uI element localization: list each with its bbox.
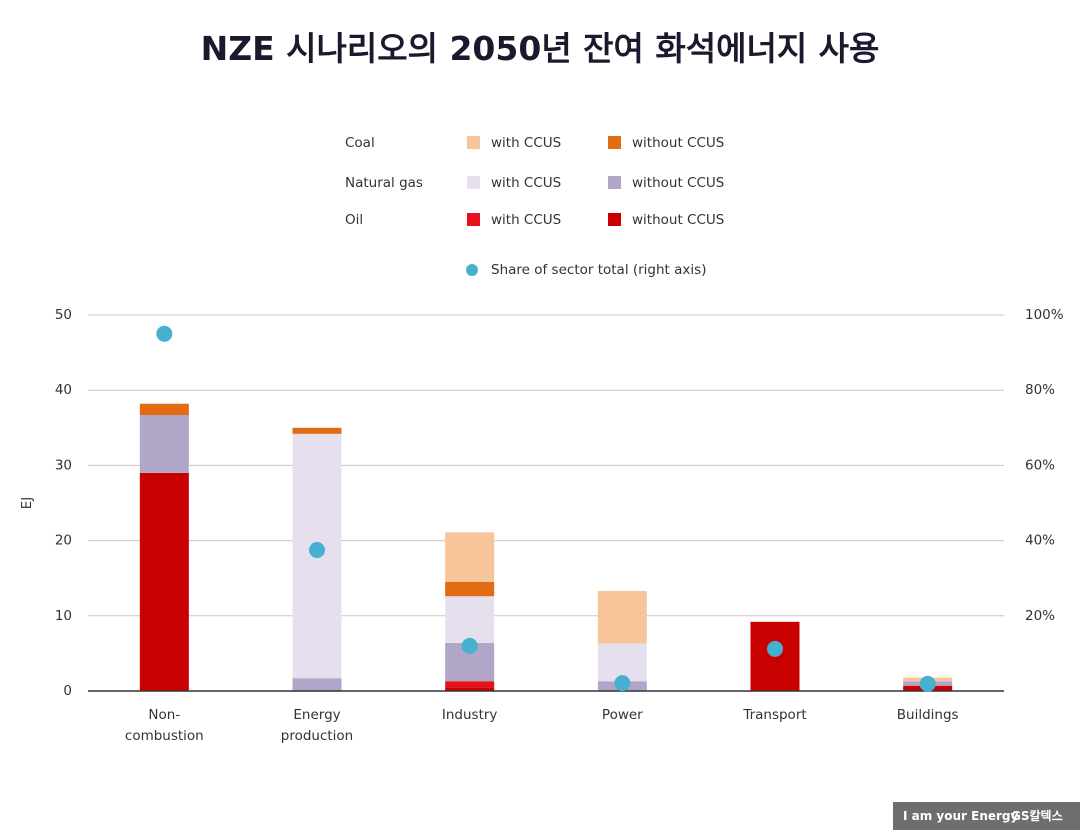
y-tick-label: 10 (55, 608, 72, 624)
y2-tick-label: 100% (1025, 307, 1064, 323)
legend-label: with CCUS (491, 175, 561, 191)
share-dot (919, 675, 936, 692)
y-axis-label: EJ (19, 497, 35, 510)
legend-swatch (467, 213, 480, 226)
bar-segment (445, 581, 495, 597)
share-dot (767, 640, 783, 657)
bar-segment (292, 678, 342, 691)
share-dot (614, 675, 631, 692)
bar-segment (139, 403, 189, 416)
x-tick-label: Non- combustion (124, 707, 204, 744)
legend-swatch (467, 176, 480, 189)
y2-tick-label: 40% (1025, 533, 1055, 549)
bar-segment (292, 427, 342, 434)
legend-group-label: Coal (345, 135, 375, 151)
footer-brand: GS칼텍스 (1011, 809, 1063, 823)
bar-segment (445, 687, 495, 691)
legend-group-label: Oil (345, 212, 363, 228)
bar-segment (139, 415, 189, 473)
x-tick-label: Transport (743, 707, 807, 723)
legend-label: with CCUS (491, 135, 561, 151)
legend-group-label: Natural gas (345, 175, 423, 191)
legend-swatch (467, 136, 480, 149)
share-dot (461, 637, 478, 654)
y-tick-label: 20 (55, 533, 72, 549)
x-tick-label: Power (601, 707, 643, 723)
legend-label: without CCUS (632, 135, 724, 151)
legend-label: Share of sector total (right axis) (491, 262, 706, 278)
y-tick-label: 0 (63, 683, 72, 699)
legend-swatch (608, 136, 621, 149)
legend-swatch (608, 213, 621, 226)
legend-swatch (466, 264, 478, 276)
x-tick-label: Industry (441, 707, 498, 723)
bar-segment (445, 596, 495, 643)
legend-label: without CCUS (632, 212, 724, 228)
footer-slogan: I am your Energy (903, 809, 1019, 823)
y-tick-label: 40 (55, 382, 72, 398)
share-dot (309, 542, 325, 558)
share-dot (156, 325, 173, 342)
bar-segment (445, 532, 495, 582)
y-tick-label: 50 (55, 307, 72, 323)
y2-tick-label: 20% (1025, 608, 1055, 624)
bar-segment (445, 681, 495, 688)
y2-tick-label: 80% (1025, 382, 1055, 398)
legend-label: with CCUS (491, 212, 561, 228)
x-tick-label: Buildings (896, 707, 959, 723)
x-tick-label: Energy production (280, 707, 354, 744)
chart-title: NZE 시나리오의 2050년 잔여 화석에너지 사용 (200, 29, 880, 68)
bar-segment (139, 472, 189, 691)
legend-swatch (608, 176, 621, 189)
bar-segment (597, 590, 647, 644)
y2-tick-label: 60% (1025, 457, 1055, 473)
y-tick-label: 30 (55, 457, 72, 473)
legend-label: without CCUS (632, 175, 724, 191)
bar-segment (597, 643, 647, 682)
footer: I am your Energy GS칼텍스 (893, 802, 1080, 830)
